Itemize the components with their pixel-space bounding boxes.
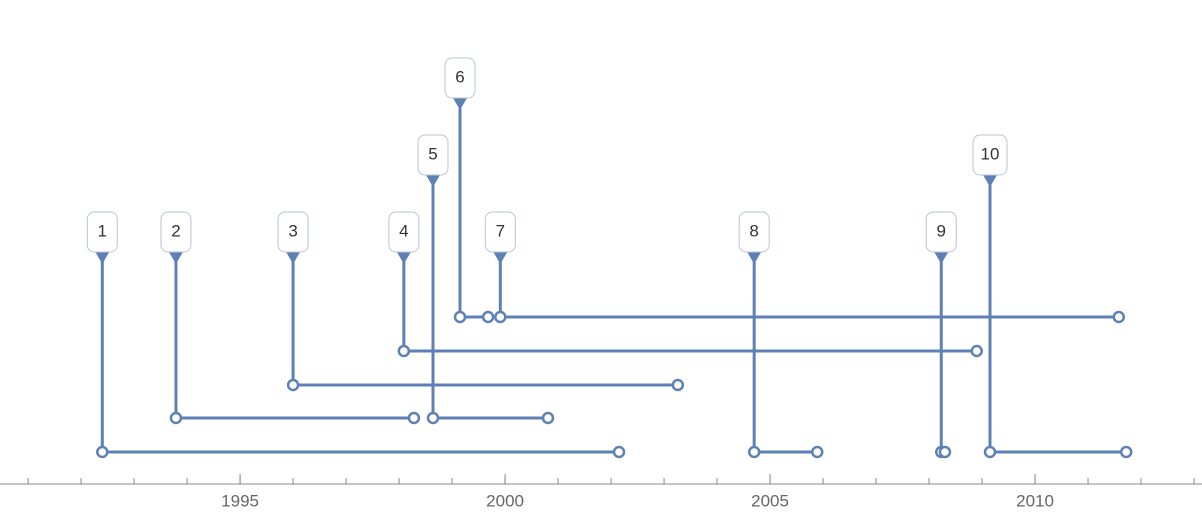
label-pointer [286,252,301,264]
label-pointer [396,252,411,264]
label: 2 [171,221,180,240]
label-box [444,57,476,99]
label: 1 [98,221,107,240]
label-pointer [747,252,762,264]
end-point [970,344,984,358]
start-point [494,310,507,324]
x-tick-label: 2010 [1016,491,1054,510]
start-point [747,445,761,459]
end-point [541,411,555,425]
label: 7 [496,221,505,240]
label: 9 [937,221,946,240]
start-point [453,310,467,324]
start-point [983,445,997,459]
label: 5 [428,144,437,163]
label-pointer [168,252,183,264]
label-box [277,211,309,253]
label-box [388,211,420,253]
end-point [810,445,824,459]
end-point [938,445,952,459]
end-point [1119,445,1133,459]
label-box [738,211,770,253]
label: 4 [399,221,408,240]
end-point [1112,310,1126,324]
start-point [286,378,300,392]
x-tick-label: 2000 [486,491,524,510]
start-point [426,411,440,425]
label-box [972,134,1008,176]
start-point [397,344,411,358]
label-pointer [493,252,508,264]
label: 3 [288,221,297,240]
label-box [160,211,192,253]
end-point [481,310,495,324]
label-pointer [453,98,468,110]
end-point [612,445,626,459]
label-box [484,211,516,253]
end-point [671,378,685,392]
x-tick-label: 2005 [751,491,789,510]
x-tick-label: 1995 [221,491,259,510]
label-pointer [934,252,949,264]
label: 8 [749,221,758,240]
start-point [169,411,183,425]
label-box [417,134,449,176]
label-box [86,211,118,253]
label-box [925,211,957,253]
label: 10 [981,144,1000,163]
start-point [96,445,109,459]
label-pointer [983,175,998,187]
label-pointer [425,175,440,187]
label-pointer [95,252,110,264]
end-point [407,411,421,425]
label: 6 [455,67,464,86]
